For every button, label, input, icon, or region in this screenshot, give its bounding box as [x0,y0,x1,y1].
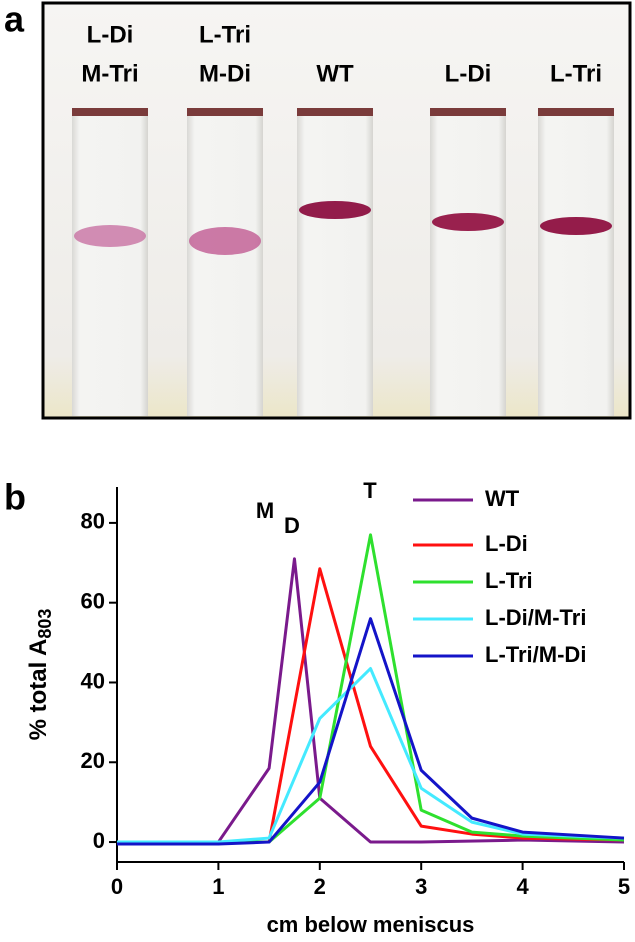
series-line [117,617,625,846]
x-tick-label: 4 [516,874,529,899]
series-line [117,533,625,844]
tube [297,108,373,416]
x-tick-label: 3 [415,874,427,899]
tube-label: M-Tri [81,60,138,87]
band [299,201,371,219]
annotation: T [363,478,377,503]
x-tick-label: 2 [314,874,326,899]
y-tick-label: 0 [93,828,105,853]
panel-label: b [4,477,26,518]
series-line [117,667,625,844]
tube-label: WT [316,60,354,87]
tube-label: M-Di [199,60,251,87]
tube-label: L-Tri [199,21,251,48]
tube-label: L-Tri [550,60,602,87]
y-tick-label: 40 [81,668,105,693]
legend-label: L-Tri [485,568,533,593]
annotation: D [284,513,300,538]
meniscus [187,108,263,116]
tube [72,108,148,416]
y-tick-label: 80 [81,509,105,534]
legend-label: L-Di [485,531,528,556]
meniscus [538,108,614,116]
x-tick-label: 1 [212,874,224,899]
x-tick-label: 5 [618,874,630,899]
meniscus [297,108,373,116]
meniscus [72,108,148,116]
y-tick-label: 60 [81,589,105,614]
legend-label: WT [485,486,520,511]
y-axis-label: % total A803 [25,609,54,741]
band [540,217,612,235]
x-tick-label: 0 [111,874,123,899]
panel-label: a [4,0,25,40]
y-axis-label-subscript: 803 [35,609,55,639]
band [74,225,146,247]
legend-label: L-Tri/M-Di [485,642,586,667]
tube [538,108,614,416]
tube [187,108,263,416]
y-tick-label: 20 [81,748,105,773]
legend-label: L-Di/M-Tri [485,605,586,630]
tube-label: L-Di [445,60,492,87]
tube [430,108,506,416]
annotation: M [256,498,274,523]
series-line [117,557,625,844]
band [189,227,261,255]
y-axis-label-main: % total A [25,639,52,741]
band [432,213,504,231]
tube-label: L-Di [87,21,134,48]
x-axis-label: cm below meniscus [267,912,475,937]
meniscus [430,108,506,116]
